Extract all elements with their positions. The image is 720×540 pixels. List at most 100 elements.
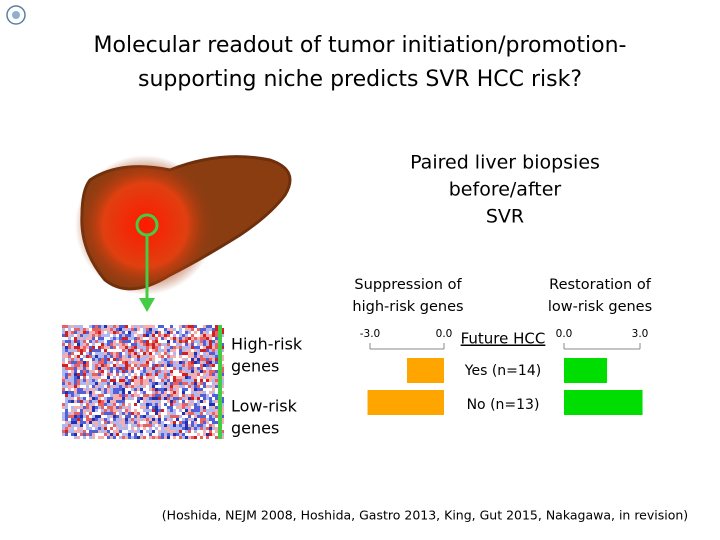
heatmap-cell (128, 436, 131, 439)
heatmap-cell (101, 424, 104, 427)
heatmap-cell (155, 370, 158, 373)
heatmap-cell (179, 346, 182, 349)
heatmap-cell (197, 346, 200, 349)
heatmap-cell (155, 430, 158, 433)
heatmap-cell (149, 382, 152, 385)
heatmap-cell (176, 352, 179, 355)
heatmap-cell (179, 379, 182, 382)
heatmap-cell (188, 406, 191, 409)
heatmap-cell (119, 379, 122, 382)
heatmap-cell (95, 394, 98, 397)
heatmap-cell (74, 433, 77, 436)
heatmap-cell (92, 424, 95, 427)
heatmap-cell (71, 403, 74, 406)
heatmap-cell (95, 403, 98, 406)
heatmap-cell (98, 352, 101, 355)
heatmap-cell (149, 358, 152, 361)
heatmap-cell (131, 325, 134, 328)
heatmap-cell (71, 331, 74, 334)
heatmap-cell (173, 376, 176, 379)
heatmap-cell (215, 421, 218, 424)
heatmap-cell (185, 367, 188, 370)
heatmap-cell (182, 400, 185, 403)
heatmap-cell (113, 349, 116, 352)
heatmap-cell (167, 382, 170, 385)
heatmap-cell (134, 337, 137, 340)
heatmap-cell (98, 388, 101, 391)
heatmap-cell (170, 337, 173, 340)
heatmap-cell (212, 412, 215, 415)
heatmap-cell (152, 436, 155, 439)
heatmap-cell (71, 433, 74, 436)
heatmap-cell (62, 328, 65, 331)
heatmap-cell (137, 409, 140, 412)
heatmap-cell (131, 418, 134, 421)
heatmap-cell (221, 412, 224, 415)
heatmap-cell (62, 349, 65, 352)
heatmap-cell (140, 370, 143, 373)
heatmap-cell (77, 400, 80, 403)
heatmap-cell (203, 376, 206, 379)
heatmap-cell (188, 433, 191, 436)
heatmap-cell (65, 430, 68, 433)
heatmap-cell (182, 334, 185, 337)
heatmap-cell (206, 346, 209, 349)
heatmap-cell (200, 433, 203, 436)
heatmap-cell (215, 391, 218, 394)
heatmap-cell (188, 376, 191, 379)
heatmap-cell (179, 331, 182, 334)
heatmap-cell (68, 343, 71, 346)
heatmap-cell (209, 370, 212, 373)
heatmap-cell (95, 436, 98, 439)
heatmap-cell (140, 382, 143, 385)
heatmap-cell (206, 376, 209, 379)
heatmap-cell (98, 355, 101, 358)
heatmap-cell (104, 430, 107, 433)
heatmap-cell (119, 412, 122, 415)
heatmap-cell (71, 379, 74, 382)
heatmap-cell (137, 352, 140, 355)
heatmap-cell (206, 403, 209, 406)
heatmap-cell (86, 421, 89, 424)
heatmap-cell (161, 388, 164, 391)
heatmap-cell (197, 340, 200, 343)
heatmap-label: Low-risk (231, 397, 298, 416)
heatmap-cell (152, 433, 155, 436)
heatmap-cell (182, 328, 185, 331)
heatmap-cell (176, 355, 179, 358)
heatmap-cell (119, 400, 122, 403)
heatmap-cell (77, 355, 80, 358)
heatmap-cell (110, 385, 113, 388)
heatmap-cell (89, 406, 92, 409)
heatmap-cell (176, 325, 179, 328)
heatmap-cell (143, 376, 146, 379)
heatmap-cell (155, 364, 158, 367)
heatmap-cell (146, 427, 149, 430)
heatmap-cell (110, 331, 113, 334)
heatmap-cell (212, 406, 215, 409)
heatmap-cell (185, 361, 188, 364)
heatmap-cell (161, 328, 164, 331)
heatmap-cell (176, 349, 179, 352)
heatmap-cell (68, 325, 71, 328)
heatmap-cell (140, 427, 143, 430)
heatmap-cell (122, 418, 125, 421)
heatmap-cell (209, 424, 212, 427)
heatmap-cell (125, 370, 128, 373)
heatmap-cell (92, 373, 95, 376)
heatmap-cell (188, 349, 191, 352)
heatmap-cell (200, 346, 203, 349)
heatmap-cell (80, 361, 83, 364)
heatmap-cell (173, 382, 176, 385)
heatmap-cell (194, 373, 197, 376)
heatmap-cell (104, 331, 107, 334)
heatmap-cell (197, 379, 200, 382)
heatmap-cell (158, 349, 161, 352)
heatmap-cell (197, 415, 200, 418)
heatmap-cell (149, 364, 152, 367)
heatmap-cell (215, 379, 218, 382)
heatmap-cell (107, 346, 110, 349)
heatmap-cell (164, 343, 167, 346)
heatmap-cell (206, 370, 209, 373)
heatmap-cell (152, 430, 155, 433)
